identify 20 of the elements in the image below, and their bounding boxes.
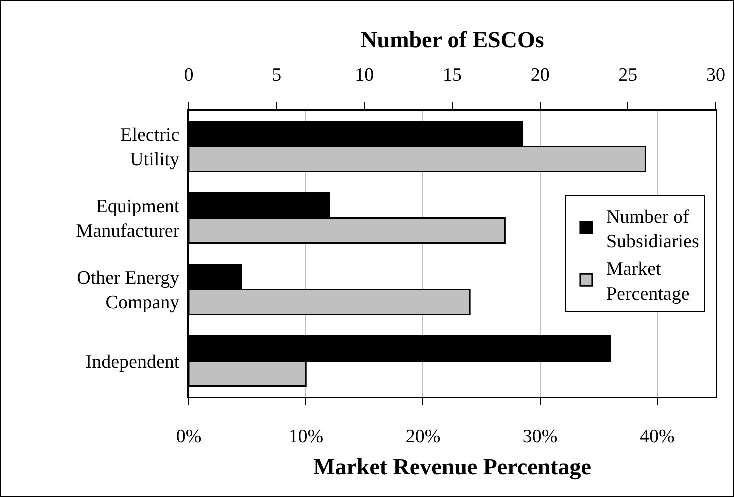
y-tick-label: Equipment Manufacturer bbox=[76, 196, 180, 242]
legend-label: Number of Subsidiaries bbox=[606, 206, 700, 252]
x2-axis-title: Number of ESCOs bbox=[360, 28, 544, 53]
x-tick-label: 10% bbox=[288, 426, 324, 448]
x-tick-label: 20% bbox=[406, 426, 441, 448]
x2-tick-label: 10 bbox=[355, 64, 374, 86]
x2-tick-label: 15 bbox=[443, 64, 462, 86]
x-tick-label: 40% bbox=[640, 426, 676, 448]
y-tick-label: Independent bbox=[86, 352, 180, 373]
legend-label: Market Percentage bbox=[606, 259, 690, 305]
x2-tick-label: 25 bbox=[618, 64, 638, 86]
x-tick-label: 30% bbox=[522, 426, 558, 448]
x-tick-label: 0% bbox=[176, 426, 202, 448]
x2-tick-label: 0 bbox=[184, 64, 194, 86]
y-tick-label: Electric Utility bbox=[120, 125, 180, 171]
x-axis-title: Market Revenue Percentage bbox=[313, 454, 592, 481]
x2-tick-label: 5 bbox=[272, 64, 282, 86]
x2-tick-label: 20 bbox=[530, 64, 550, 86]
x2-tick-label: 30 bbox=[706, 64, 726, 86]
y-tick-label: Other Energy Company bbox=[77, 268, 180, 314]
